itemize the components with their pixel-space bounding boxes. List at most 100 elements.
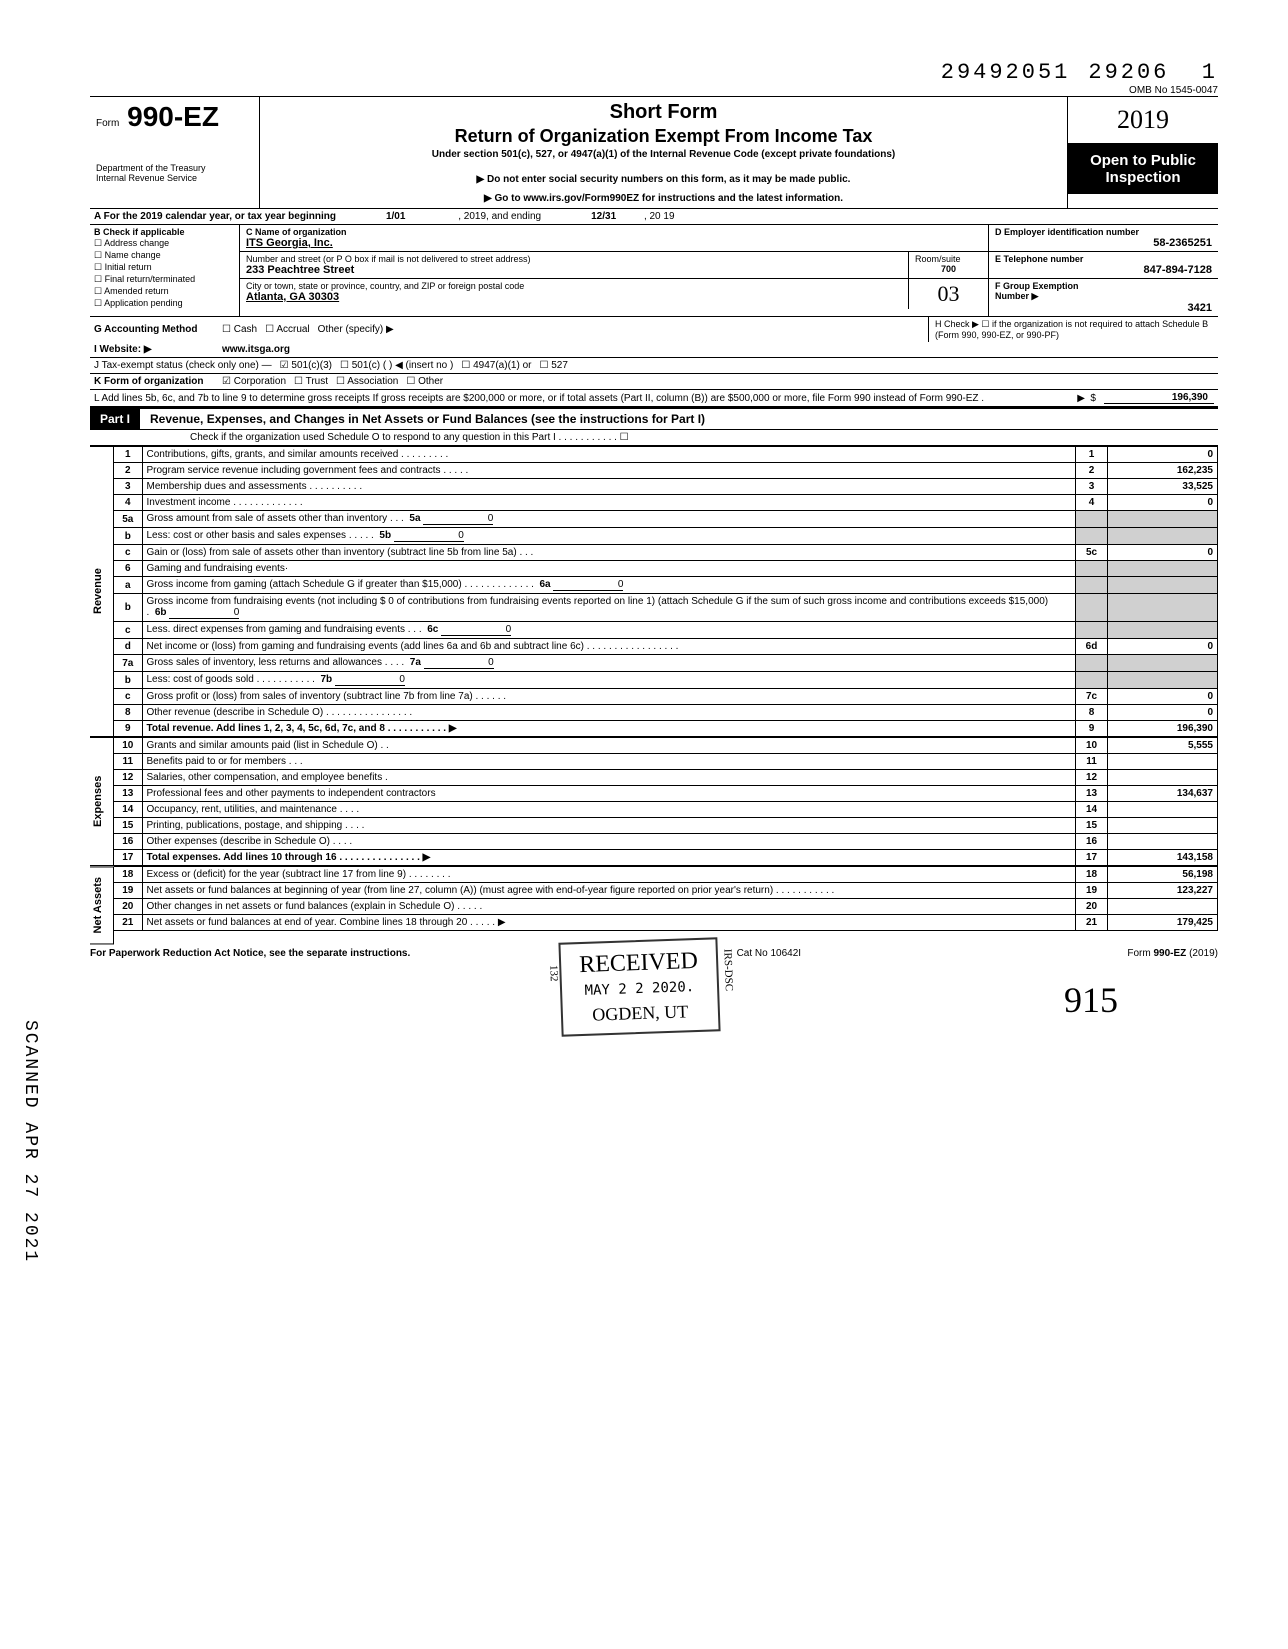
chk-trust[interactable]: Trust [294, 376, 328, 387]
l11-box: 11 [1076, 754, 1108, 770]
chk-501c3[interactable]: 501(c)(3) [280, 360, 332, 371]
l7c-box: 7c [1076, 689, 1108, 705]
l19-desc: Net assets or fund balances at beginning… [142, 883, 1076, 899]
subtitle-3: ▶ Go to www.irs.gov/Form990EZ for instru… [270, 193, 1057, 204]
l16-num: 16 [114, 834, 142, 850]
l5a-desc: Gross amount from sale of assets other t… [142, 511, 1076, 528]
l4-box: 4 [1076, 495, 1108, 511]
l14-box: 14 [1076, 802, 1108, 818]
g-other: Other (specify) ▶ [318, 324, 394, 335]
row-a: A For the 2019 calendar year, or tax yea… [90, 209, 1218, 225]
chk-cash[interactable]: Cash [222, 324, 257, 335]
side-expenses: Expenses [90, 737, 114, 866]
l6a-desc: Gross income from gaming (attach Schedul… [142, 577, 1076, 594]
l7a-shade [1076, 655, 1108, 672]
chk-final[interactable]: Final return/terminated [94, 274, 235, 285]
l1-num: 1 [114, 447, 142, 463]
l5b-shade [1076, 528, 1108, 545]
chk-address[interactable]: Address change [94, 238, 235, 249]
expenses-section: Expenses 10Grants and similar amounts pa… [90, 737, 1218, 866]
l6c-shade [1076, 622, 1108, 639]
l15-amt [1108, 818, 1218, 834]
short-form-label: Short Form [270, 101, 1057, 124]
form-header: Form 990-EZ Department of the Treasury I… [90, 96, 1218, 209]
l4-amt: 0 [1108, 495, 1218, 511]
l6d-desc: Net income or (loss) from gaming and fun… [142, 639, 1076, 655]
chk-501c[interactable]: 501(c) ( ) ◀ (insert no ) [340, 360, 453, 371]
chk-accrual[interactable]: Accrual [265, 324, 310, 335]
chk-corp[interactable]: Corporation [222, 376, 286, 387]
footer-mid: Cat No 10642I [737, 948, 802, 959]
part1-title: Revenue, Expenses, and Changes in Net As… [140, 412, 705, 426]
stamp-side2: 132 [547, 965, 560, 982]
l15-desc: Printing, publications, postage, and shi… [142, 818, 1076, 834]
top-codes: 29492051 29206 1 OMB No 1545-0047 [90, 60, 1218, 96]
l13-amt: 134,637 [1108, 786, 1218, 802]
row-a-tail: , 20 19 [644, 211, 675, 222]
l9-box: 9 [1076, 721, 1108, 737]
l20-amt [1108, 899, 1218, 915]
chk-initial[interactable]: Initial return [94, 262, 235, 273]
chk-amended[interactable]: Amended return [94, 286, 235, 297]
l5a-shade [1076, 511, 1108, 528]
l14-desc: Occupancy, rent, utilities, and maintena… [142, 802, 1076, 818]
l-text: L Add lines 5b, 6c, and 7b to line 9 to … [94, 393, 1069, 404]
chk-name[interactable]: Name change [94, 250, 235, 261]
l5c-desc: Gain or (loss) from sale of assets other… [142, 545, 1076, 561]
l3-amt: 33,525 [1108, 479, 1218, 495]
subtitle-1: Under section 501(c), 527, or 4947(a)(1)… [270, 149, 1057, 160]
ein: 58-2365251 [995, 237, 1212, 249]
c-city-label: City or town, state or province, country… [246, 281, 902, 291]
chk-other[interactable]: Other [406, 376, 443, 387]
k-label: K Form of organization [94, 376, 214, 387]
stamp-date: MAY 2 2 2020. [580, 980, 699, 1000]
l21-num: 21 [114, 915, 142, 931]
col-d: D Employer identification number 58-2365… [988, 225, 1218, 316]
bcd-block: B Check if applicable Address change Nam… [90, 225, 1218, 316]
l1-desc: Contributions, gifts, grants, and simila… [142, 447, 1076, 463]
l2-box: 2 [1076, 463, 1108, 479]
f-label: F Group Exemption [995, 281, 1079, 291]
h-text: H Check ▶ ☐ if the organization is not r… [928, 317, 1218, 342]
chk-4947[interactable]: 4947(a)(1) or [461, 360, 531, 371]
side-revenue: Revenue [90, 446, 114, 737]
dept-label: Department of the Treasury Internal Reve… [96, 163, 253, 183]
l5a-shade2 [1108, 511, 1218, 528]
l8-box: 8 [1076, 705, 1108, 721]
l17-desc: Total expenses. Add lines 10 through 16 … [142, 850, 1076, 866]
l5c-box: 5c [1076, 545, 1108, 561]
row-a-mid: , 2019, and ending [458, 211, 541, 222]
l7b-num: b [114, 672, 142, 689]
l6-desc: Gaming and fundraising events· [142, 561, 1076, 577]
l14-num: 14 [114, 802, 142, 818]
i-label: I Website: ▶ [94, 344, 214, 355]
l8-amt: 0 [1108, 705, 1218, 721]
l9-num: 9 [114, 721, 142, 737]
chk-pending[interactable]: Application pending [94, 298, 235, 309]
l3-desc: Membership dues and assessments . . . . … [142, 479, 1076, 495]
stamp-received: RECEIVED [579, 948, 699, 979]
code2: 29206 [1088, 60, 1169, 85]
revenue-section: Revenue 1Contributions, gifts, grants, a… [90, 446, 1218, 737]
part1-header: Part I Revenue, Expenses, and Changes in… [90, 407, 1218, 430]
l12-amt [1108, 770, 1218, 786]
l18-amt: 56,198 [1108, 867, 1218, 883]
revenue-table: 1Contributions, gifts, grants, and simil… [114, 446, 1218, 737]
l12-num: 12 [114, 770, 142, 786]
l3-box: 3 [1076, 479, 1108, 495]
l8-desc: Other revenue (describe in Schedule O) .… [142, 705, 1076, 721]
chk-assoc[interactable]: Association [336, 376, 398, 387]
l3-num: 3 [114, 479, 142, 495]
row-a-end: 12/31 [591, 211, 616, 222]
l6b-shade2 [1108, 594, 1218, 622]
netassets-section: Net Assets 18Excess or (deficit) for the… [90, 866, 1218, 944]
l6-shade [1076, 561, 1108, 577]
website: www.itsga.org [222, 344, 290, 355]
org-name: ITS Georgia, Inc. [246, 237, 982, 249]
form-prefix: Form [96, 118, 119, 129]
omb-number: OMB No 1545-0047 [1088, 85, 1218, 96]
c-name-label: C Name of organization [246, 227, 982, 237]
chk-527[interactable]: 527 [539, 360, 567, 371]
open-inspection: Open to Public Inspection [1068, 144, 1218, 194]
d-label: D Employer identification number [995, 227, 1212, 237]
